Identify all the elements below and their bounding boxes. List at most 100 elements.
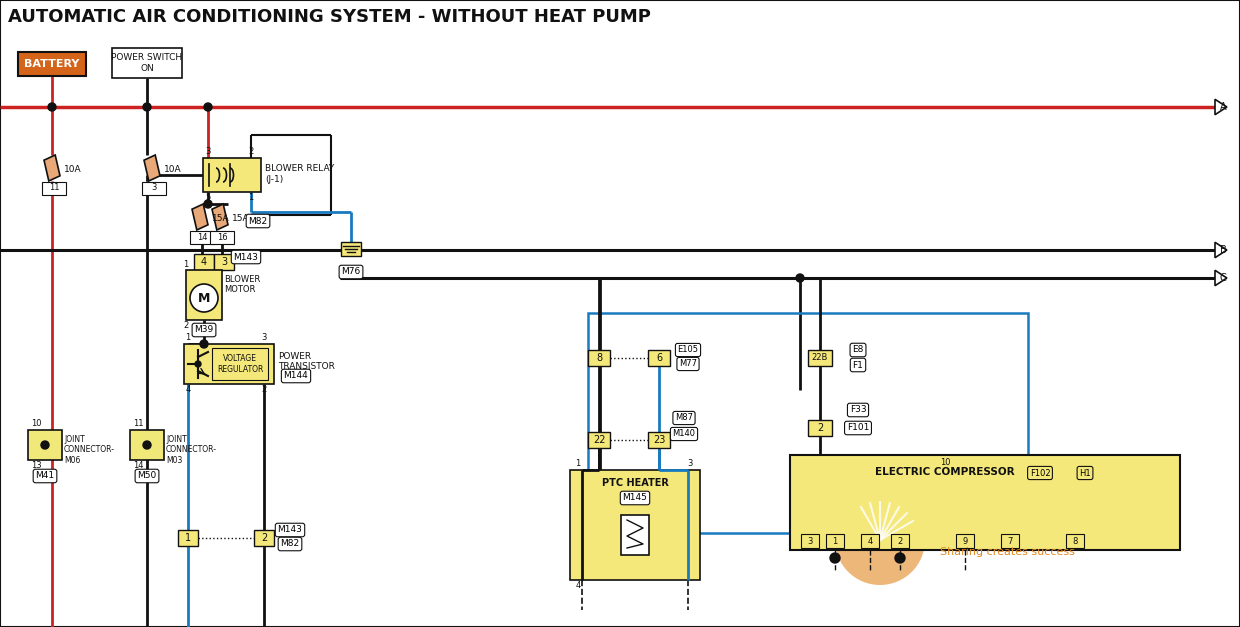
Text: 3: 3: [151, 184, 156, 192]
Text: 3: 3: [206, 147, 211, 156]
Text: M41: M41: [36, 472, 55, 480]
Text: 9: 9: [962, 537, 967, 545]
Bar: [588, 313, 1028, 533]
Text: F102: F102: [1029, 468, 1050, 478]
Text: 10A: 10A: [164, 165, 181, 174]
Circle shape: [143, 103, 151, 111]
Text: M143: M143: [278, 525, 303, 534]
Text: A: A: [1220, 102, 1226, 112]
Text: 2: 2: [262, 385, 267, 394]
Text: (J-1): (J-1): [265, 175, 283, 184]
Text: 4: 4: [867, 537, 873, 545]
Polygon shape: [144, 155, 160, 181]
Text: M77: M77: [680, 359, 697, 369]
Polygon shape: [1215, 270, 1226, 286]
Text: 1: 1: [248, 193, 254, 202]
Text: 14: 14: [197, 233, 207, 241]
Text: M: M: [198, 292, 211, 305]
Bar: [203, 158, 260, 192]
Text: 2: 2: [817, 423, 823, 433]
Text: M50: M50: [138, 472, 156, 480]
Text: 1: 1: [575, 459, 580, 468]
Text: Sharing creates success: Sharing creates success: [940, 547, 1075, 557]
Text: 13: 13: [31, 461, 41, 470]
Text: 22B: 22B: [812, 354, 828, 362]
Text: BLOWER RELAY: BLOWER RELAY: [265, 164, 335, 173]
Circle shape: [895, 553, 905, 563]
Text: 11: 11: [48, 184, 60, 192]
Text: JOINT
CONNECTOR-
M03: JOINT CONNECTOR- M03: [166, 435, 217, 465]
Text: 8: 8: [1073, 537, 1078, 545]
Text: 8: 8: [596, 353, 603, 363]
Text: E105: E105: [677, 345, 698, 354]
Text: F33: F33: [849, 406, 867, 414]
Text: BLOWER
MOTOR: BLOWER MOTOR: [224, 275, 260, 295]
Text: 3: 3: [221, 257, 227, 267]
Text: M39: M39: [195, 325, 213, 334]
Text: M82: M82: [280, 539, 300, 549]
Bar: [1066, 534, 1084, 548]
Circle shape: [205, 103, 212, 111]
Circle shape: [195, 361, 201, 367]
Text: BATTERY: BATTERY: [25, 59, 79, 69]
Text: 2: 2: [248, 147, 254, 156]
Bar: [341, 242, 361, 256]
Text: 23: 23: [652, 435, 665, 445]
Bar: [143, 182, 166, 195]
Circle shape: [835, 495, 925, 585]
Bar: [808, 350, 832, 366]
Circle shape: [41, 441, 50, 449]
Text: PTC HEATER: PTC HEATER: [601, 478, 668, 488]
Bar: [212, 348, 268, 380]
Bar: [588, 350, 610, 366]
Circle shape: [143, 441, 151, 449]
Text: POWER SWITCH
ON: POWER SWITCH ON: [112, 53, 182, 73]
Text: POWER
TRANSISTOR: POWER TRANSISTOR: [278, 352, 335, 371]
Text: 4: 4: [201, 257, 207, 267]
Circle shape: [830, 553, 839, 563]
Bar: [193, 254, 215, 270]
Text: 3: 3: [807, 537, 812, 545]
Text: 2: 2: [898, 537, 903, 545]
Bar: [254, 530, 274, 546]
Text: 10: 10: [940, 458, 950, 467]
Bar: [649, 432, 670, 448]
Text: E8: E8: [852, 345, 864, 354]
Bar: [130, 430, 164, 460]
Bar: [179, 530, 198, 546]
Text: H1: H1: [1079, 468, 1091, 478]
Bar: [808, 420, 832, 436]
Text: M140: M140: [672, 429, 696, 438]
Polygon shape: [1215, 99, 1226, 115]
Text: 22: 22: [593, 435, 605, 445]
Text: M87: M87: [675, 413, 693, 423]
Bar: [649, 350, 670, 366]
Polygon shape: [1215, 242, 1226, 258]
Text: 14: 14: [133, 461, 144, 470]
Text: 6: 6: [656, 353, 662, 363]
Text: 2: 2: [184, 321, 188, 330]
Text: M143: M143: [233, 253, 258, 261]
Text: C: C: [1220, 273, 1226, 283]
Text: 2: 2: [260, 533, 267, 543]
Bar: [210, 231, 234, 244]
Bar: [790, 455, 1180, 550]
Circle shape: [796, 274, 804, 282]
Text: M76: M76: [341, 268, 361, 277]
Text: 4: 4: [185, 385, 191, 394]
Text: ELECTRIC COMPRESSOR: ELECTRIC COMPRESSOR: [875, 467, 1014, 477]
Bar: [570, 470, 701, 580]
Bar: [190, 231, 215, 244]
Polygon shape: [43, 155, 60, 181]
Text: 16: 16: [217, 233, 227, 241]
Circle shape: [205, 200, 212, 208]
Polygon shape: [212, 204, 228, 230]
Bar: [215, 254, 234, 270]
Text: 1: 1: [185, 333, 191, 342]
Text: B: B: [1220, 245, 1226, 255]
Text: 1: 1: [832, 537, 838, 545]
Bar: [42, 182, 66, 195]
Text: M145: M145: [622, 493, 647, 502]
Text: AUTOMATIC AIR CONDITIONING SYSTEM - WITHOUT HEAT PUMP: AUTOMATIC AIR CONDITIONING SYSTEM - WITH…: [7, 8, 651, 26]
Circle shape: [48, 103, 56, 111]
